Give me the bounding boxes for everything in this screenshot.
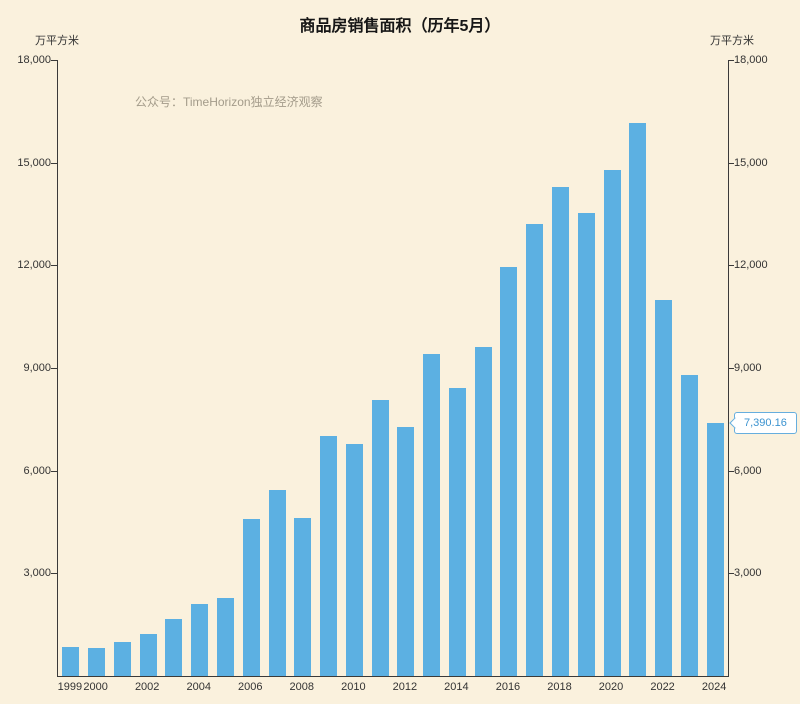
x-axis-label-2012: 2012 [392, 681, 418, 693]
bar-2023[interactable] [680, 374, 698, 676]
bar-2001[interactable] [113, 641, 131, 676]
y-axis-label-right: 15,000 [734, 156, 768, 169]
bar-2021[interactable] [629, 122, 647, 676]
bar-2009[interactable] [320, 436, 338, 676]
bar-2018[interactable] [552, 186, 569, 676]
y-axis-tick-left [51, 265, 57, 267]
y-axis-label-left: 3,000 [23, 567, 51, 580]
y-axis-tick-right [728, 265, 734, 267]
x-axis-label-1999: 1999 [57, 681, 83, 693]
x-axis-label-2018: 2018 [547, 681, 572, 693]
bar-2017[interactable] [526, 223, 544, 676]
y-axis-label-right: 12,000 [734, 259, 768, 272]
y-axis-tick-right [728, 573, 734, 575]
y-axis-label-left: 6,000 [23, 464, 51, 477]
bar-2004[interactable] [191, 604, 209, 676]
watermark: 公众号：TimeHorizon独立经济观察 [135, 95, 323, 109]
value-callout-text: 7,390.16 [744, 417, 787, 430]
y-axis-unit-left: 万平方米 [35, 35, 79, 47]
x-axis-label-2000: 2000 [83, 681, 108, 693]
bar-2011[interactable] [371, 400, 389, 676]
plot-area [57, 60, 729, 677]
y-axis-tick-right [728, 162, 734, 164]
y-axis-tick-right [728, 368, 734, 369]
bar-2000[interactable] [88, 647, 106, 676]
y-axis-label-right: 9,000 [734, 362, 762, 374]
bar-2013[interactable] [423, 354, 441, 676]
bar-2020[interactable] [603, 169, 621, 676]
y-axis-label-right: 3,000 [734, 567, 762, 580]
bar-2024[interactable] [706, 423, 724, 676]
x-axis-label-2004: 2004 [186, 681, 211, 693]
x-axis-label-2006: 2006 [238, 681, 263, 693]
bar-2003[interactable] [165, 618, 183, 676]
bar-2005[interactable] [217, 597, 234, 676]
value-callout: 7,390.16 [734, 412, 797, 435]
bar-2015[interactable] [474, 347, 492, 676]
y-axis-label-right: 6,000 [734, 464, 762, 477]
bar-1999[interactable] [62, 646, 80, 676]
y-axis-tick-left [51, 60, 57, 61]
x-axis-label-2008: 2008 [289, 681, 315, 693]
x-axis-label-2024: 2024 [701, 681, 727, 693]
bar-2022[interactable] [655, 299, 673, 676]
y-axis-label-left: 15,000 [17, 156, 51, 169]
bar-2002[interactable] [139, 633, 157, 676]
x-axis-label-2020: 2020 [598, 681, 624, 693]
x-axis-label-2010: 2010 [341, 681, 366, 693]
y-axis-label-left: 18,000 [17, 54, 51, 66]
x-axis-label-2014: 2014 [444, 681, 469, 693]
bar-2006[interactable] [242, 518, 260, 676]
y-axis-tick-right [728, 470, 734, 472]
y-axis-label-right: 18,000 [734, 54, 768, 66]
x-axis-label-2002: 2002 [134, 681, 160, 693]
bar-2014[interactable] [448, 387, 466, 676]
y-axis-tick-left [51, 162, 57, 164]
bar-2008[interactable] [294, 517, 312, 676]
y-axis-tick-right [728, 60, 734, 61]
y-axis-tick-left [51, 368, 57, 369]
bar-2010[interactable] [345, 443, 363, 676]
chart-title: 商品房销售面积（历年5月） [299, 18, 501, 35]
bar-2019[interactable] [577, 212, 595, 676]
y-axis-unit-right: 万平方米 [710, 35, 754, 47]
bar-2012[interactable] [397, 426, 415, 676]
y-axis-tick-left [51, 470, 57, 472]
bar-2007[interactable] [268, 490, 286, 676]
y-axis-label-left: 9,000 [23, 362, 51, 374]
y-axis-label-left: 12,000 [17, 259, 51, 272]
bar-2016[interactable] [500, 267, 518, 676]
y-axis-tick-left [51, 573, 57, 575]
x-axis-label-2022: 2022 [650, 681, 675, 693]
x-axis-label-2016: 2016 [495, 681, 521, 693]
